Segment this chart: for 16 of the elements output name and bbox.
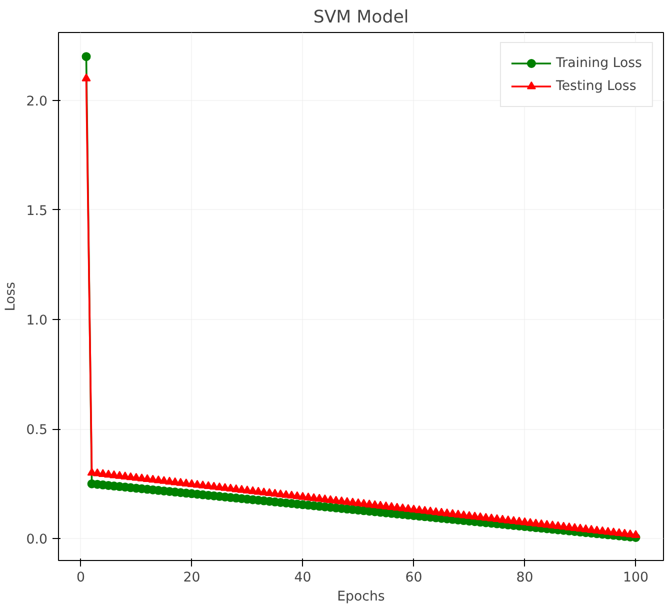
x-tick-label: 80 bbox=[516, 570, 534, 586]
x-axis-title: Epochs bbox=[337, 590, 385, 604]
y-tick-label: 0.5 bbox=[26, 423, 48, 438]
y-tick-label: 0.0 bbox=[26, 532, 48, 548]
y-tick-label: 1.0 bbox=[26, 314, 48, 329]
legend-label: Training Loss bbox=[556, 56, 642, 70]
y-tick-label: 1.5 bbox=[26, 204, 48, 219]
x-tick-label: 20 bbox=[183, 570, 200, 586]
y-tick-label: 2.0 bbox=[26, 94, 48, 110]
y-axis-title: Loss bbox=[3, 282, 18, 312]
x-tick-label: 0 bbox=[76, 570, 85, 586]
x-tick-label: 100 bbox=[623, 570, 648, 586]
chart-title: SVM Model bbox=[313, 8, 409, 28]
x-tick-label: 60 bbox=[405, 570, 422, 586]
x-tick-label: 40 bbox=[294, 570, 312, 586]
legend-label: Testing Loss bbox=[556, 78, 636, 94]
